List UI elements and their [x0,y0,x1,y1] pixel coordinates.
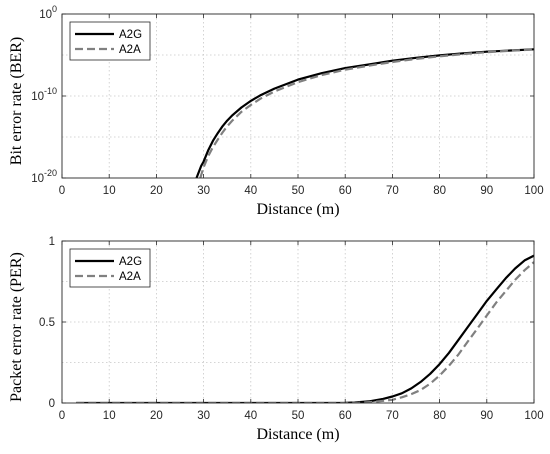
y-tick-label: 1 [49,236,55,248]
y-tick-exponent: 0 [52,4,57,14]
x-tick-label: 70 [386,185,399,197]
x-axis-label: Distance (m) [256,201,339,218]
x-axis-label: Distance (m) [256,426,339,443]
y-tick-exponent: -10 [44,86,57,96]
x-tick-label: 90 [480,410,493,422]
chart-panel-2: 0 10 20 30 40 50 60 70 80 90 100 0 0.5 1 Distance (m) P… [8,236,544,443]
y-tick-label: 10-20 [31,168,57,185]
y-tick-label: 0.5 [39,317,55,329]
series-line-a2g [76,254,534,403]
y-tick-label: 0 [49,398,55,410]
x-tick-label: 50 [292,410,305,422]
x-tick-label: 30 [197,185,210,197]
series-line-a2g [195,48,534,178]
x-tick-label: 10 [103,410,116,422]
y-tick-base: 10 [31,173,44,185]
legend-label-a2a: A2A [119,44,141,56]
series-line-a2a [76,261,534,403]
y-tick-base: 10 [39,9,52,21]
y-tick-exponent: -20 [44,168,57,178]
x-tick-label: 80 [433,410,446,422]
x-tick-label: 20 [150,410,163,422]
y-tick-label: 100 [39,4,57,21]
x-tick-label: 0 [59,410,65,422]
legend-label-a2a: A2A [119,271,141,283]
x-tick-label: 90 [480,185,493,197]
x-tick-label: 40 [244,185,257,197]
y-axis-label: Packet error rate (PER) [8,252,25,402]
x-tick-label: 100 [524,185,543,197]
x-tick-label: 70 [386,410,399,422]
x-tick-label: 50 [292,185,305,197]
y-axis-label: Bit error rate (BER) [8,37,25,165]
y-tick-base: 10 [31,91,44,103]
y-tick-label: 10-10 [31,86,57,103]
x-tick-label: 60 [339,410,352,422]
x-tick-label: 20 [150,185,163,197]
x-tick-label: 80 [433,185,446,197]
x-tick-label: 10 [103,185,116,197]
x-tick-label: 60 [339,185,352,197]
legend-label-a2g: A2G [119,29,142,41]
chart-panel-1: 0 10 20 30 40 50 60 70 80 90 10010010-1010-20Dista… [8,4,544,218]
series-line-a2a [199,48,534,178]
legend-label-a2g: A2G [119,256,142,268]
x-tick-label: 0 [59,185,65,197]
legend-box [69,21,151,61]
x-tick-label: 40 [244,410,257,422]
legend-box [69,248,151,288]
x-tick-label: 30 [197,410,210,422]
x-tick-label: 100 [524,410,543,422]
